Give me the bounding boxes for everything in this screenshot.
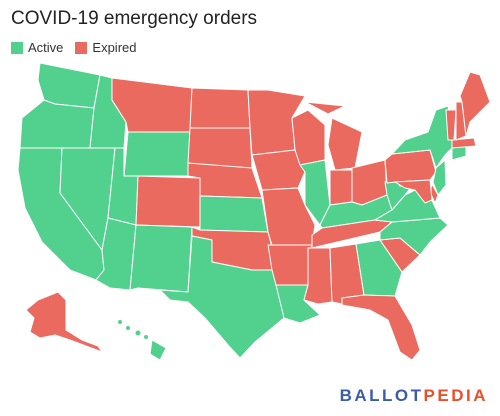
state-VT: [445, 109, 457, 141]
legend-item-active: Active: [11, 40, 63, 55]
state-NM: [129, 224, 193, 293]
legend-label-active: Active: [28, 40, 64, 55]
state-ME: [459, 71, 491, 137]
state-SD: [187, 127, 253, 169]
state-IN: [329, 169, 353, 206]
state-KS: [199, 195, 269, 233]
state-GA: [355, 239, 403, 297]
state-MI: [304, 101, 363, 171]
state-WI: [291, 109, 326, 166]
state-PA: [384, 149, 437, 184]
state-AK: [25, 291, 103, 353]
state-OR: [19, 99, 95, 149]
state-MD: [394, 179, 433, 204]
state-ND: [189, 87, 251, 129]
legend-label-expired: Expired: [92, 40, 137, 55]
state-WY: [123, 131, 191, 177]
legend-swatch-active: [11, 41, 23, 54]
state-FL: [341, 294, 421, 361]
state-IA: [251, 149, 306, 191]
state-MA: [451, 137, 477, 149]
state-HI: [117, 319, 167, 361]
state-TX: [159, 235, 285, 359]
legend-swatch-expired: [75, 41, 88, 54]
ballotpedia-logo: BALLOTPEDIA: [340, 386, 488, 406]
state-MS: [303, 247, 333, 305]
state-NJ: [432, 159, 447, 196]
legend-item-expired: Expired: [75, 40, 136, 55]
state-CO: [135, 175, 201, 228]
state-AR: [267, 244, 313, 286]
page-title: COVID-19 emergency orders: [11, 8, 258, 29]
logo-part-ballot: BALLOT: [339, 386, 424, 405]
legend: Active Expired: [11, 40, 136, 55]
logo-part-pedia: PEDIA: [423, 386, 488, 405]
